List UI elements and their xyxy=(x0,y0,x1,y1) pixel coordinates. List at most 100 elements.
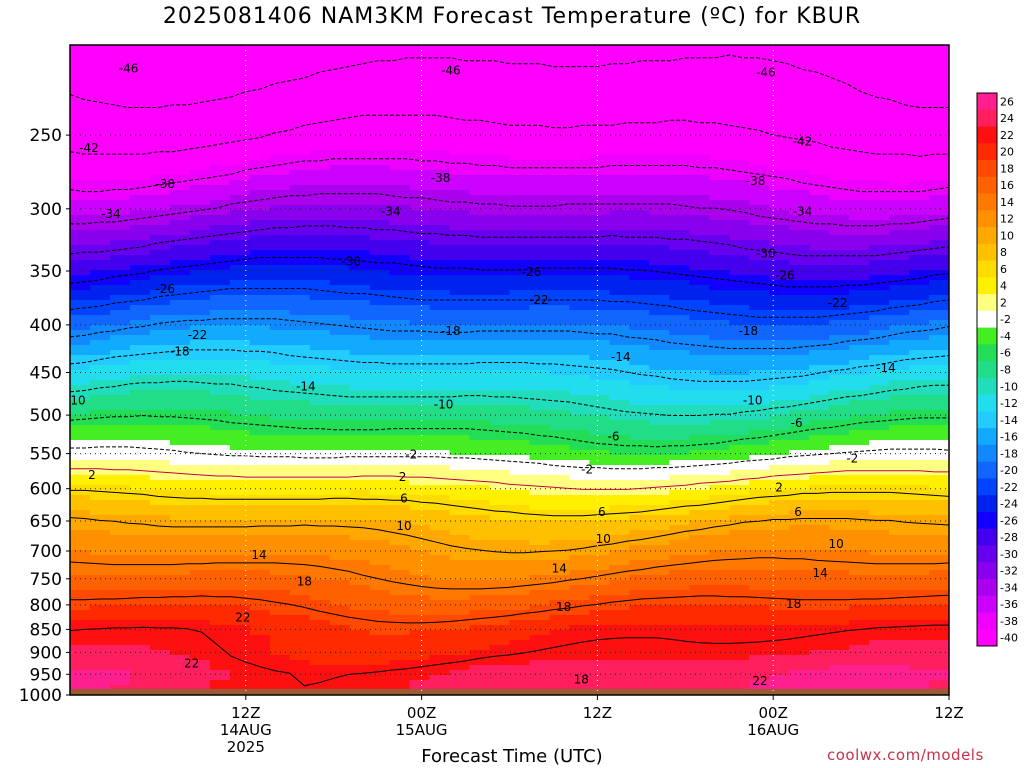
field-cell xyxy=(649,500,670,506)
field-cell xyxy=(889,310,910,316)
field-cell xyxy=(329,415,351,421)
field-cell xyxy=(209,505,231,511)
field-cell xyxy=(409,195,431,201)
field-cell xyxy=(589,410,610,416)
field-cell xyxy=(749,185,770,191)
field-cell xyxy=(849,65,870,71)
field-cell xyxy=(329,420,351,426)
field-cell xyxy=(509,200,531,206)
field-cell xyxy=(369,170,391,176)
field-cell xyxy=(849,325,870,331)
field-cell xyxy=(549,480,571,486)
field-cell xyxy=(849,185,870,191)
field-cell xyxy=(269,200,291,206)
field-cell xyxy=(369,355,391,361)
field-cell xyxy=(70,270,91,276)
field-cell xyxy=(889,395,910,401)
field-cell xyxy=(409,380,431,386)
field-cell xyxy=(549,290,571,296)
field-cell xyxy=(509,190,531,196)
field-cell xyxy=(249,305,271,311)
field-cell xyxy=(229,510,251,516)
field-cell xyxy=(849,110,870,116)
field-cell xyxy=(629,415,650,421)
field-cell xyxy=(829,340,850,346)
field-cell xyxy=(169,345,191,351)
field-cell xyxy=(149,95,171,101)
field-cell xyxy=(289,530,311,536)
field-cell xyxy=(549,140,571,146)
field-cell xyxy=(429,475,451,481)
field-cell xyxy=(449,250,471,256)
field-cell xyxy=(409,490,431,496)
field-cell xyxy=(189,555,211,561)
field-cell xyxy=(749,465,770,471)
field-cell xyxy=(709,60,730,66)
field-cell xyxy=(369,495,391,501)
field-cell xyxy=(169,55,191,61)
field-cell xyxy=(689,340,710,346)
field-cell xyxy=(269,300,291,306)
field-cell xyxy=(389,525,411,531)
field-cell xyxy=(90,355,111,361)
field-cell xyxy=(149,425,171,431)
field-cell xyxy=(929,595,949,601)
field-cell xyxy=(110,95,131,101)
field-cell xyxy=(489,205,511,211)
field-cell xyxy=(389,190,411,196)
field-cell xyxy=(589,90,610,96)
field-cell xyxy=(169,240,191,246)
field-cell xyxy=(269,495,291,501)
field-cell xyxy=(249,450,271,456)
field-cell xyxy=(349,515,371,521)
field-cell xyxy=(609,170,630,176)
field-cell xyxy=(589,80,610,86)
field-cell xyxy=(749,285,770,291)
field-cell xyxy=(509,470,531,476)
field-cell xyxy=(529,60,551,66)
field-cell xyxy=(689,260,710,266)
field-cell xyxy=(769,540,790,546)
field-cell xyxy=(309,490,331,496)
field-cell xyxy=(329,335,351,341)
field-cell xyxy=(110,185,131,191)
field-cell xyxy=(129,110,151,116)
field-cell xyxy=(589,95,610,101)
field-cell xyxy=(169,520,191,526)
field-cell xyxy=(189,445,211,451)
field-cell xyxy=(90,485,111,491)
field-cell xyxy=(429,275,451,281)
field-cell xyxy=(369,565,391,571)
field-cell xyxy=(169,280,191,286)
field-cell xyxy=(309,310,331,316)
field-cell xyxy=(209,195,231,201)
field-cell xyxy=(849,255,870,261)
field-cell xyxy=(349,145,371,151)
field-cell xyxy=(229,570,251,576)
field-cell xyxy=(709,325,730,331)
field-cell xyxy=(429,100,451,106)
field-cell xyxy=(869,355,890,361)
field-cell xyxy=(449,385,471,391)
field-cell xyxy=(669,350,690,356)
field-cell xyxy=(929,365,949,371)
field-cell xyxy=(509,255,531,261)
field-cell xyxy=(449,520,471,526)
field-cell xyxy=(229,335,251,341)
field-cell xyxy=(269,115,291,121)
field-cell xyxy=(789,440,810,446)
field-cell xyxy=(749,45,770,51)
field-cell xyxy=(169,505,191,511)
field-cell xyxy=(589,310,610,316)
field-cell xyxy=(209,200,231,206)
field-cell xyxy=(549,595,571,601)
field-cell xyxy=(429,140,451,146)
field-cell xyxy=(609,385,630,391)
field-cell xyxy=(70,70,91,76)
field-cell xyxy=(889,235,910,241)
field-cell xyxy=(809,195,830,201)
field-cell xyxy=(229,130,251,136)
field-cell xyxy=(849,435,870,441)
field-cell xyxy=(869,420,890,426)
field-cell xyxy=(929,535,949,541)
